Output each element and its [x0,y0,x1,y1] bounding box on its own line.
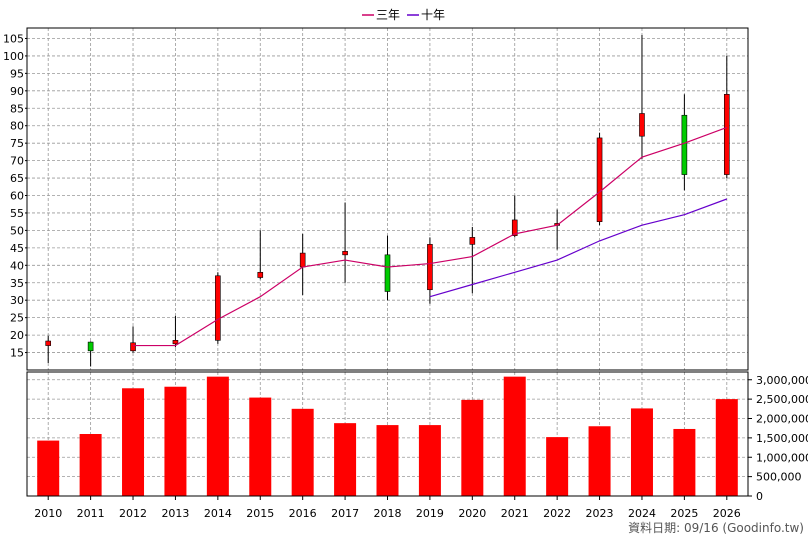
legend-label-ma10: 十年 [421,8,445,22]
volume-bars [37,376,738,496]
volume-bar [376,425,399,496]
candle-body [469,237,476,245]
volume-bar [206,376,229,496]
volume-bar [546,437,569,496]
year-tick-label: 2012 [119,507,147,520]
volume-tick-label: 1,500,000 [756,432,808,445]
axes: 1520253035404550556065707580859095100105… [3,32,808,520]
volume-bar [334,423,357,496]
price-tick-label: 105 [3,32,24,45]
ma10-line [429,198,728,298]
candle-body [172,340,179,345]
price-tick-label: 25 [10,312,24,325]
candles [45,34,730,367]
volume-bar [122,388,145,496]
candle-body [723,94,730,175]
price-tick-label: 55 [10,207,24,220]
year-tick-label: 2017 [331,507,359,520]
candle-body [681,114,688,175]
year-tick-label: 2013 [161,507,189,520]
legend-label-ma3: 三年 [376,8,400,22]
volume-bar [503,376,526,496]
volume-bar [715,399,738,496]
volume-tick-label: 2,000,000 [756,413,808,426]
volume-tick-label: 3,000,000 [756,374,808,387]
volume-bar [418,425,441,496]
price-tick-label: 35 [10,277,24,290]
volume-bar [588,426,611,496]
volume-tick-label: 1,000,000 [756,451,808,464]
year-tick-label: 2018 [374,507,402,520]
volume-bar [630,408,653,496]
moving-average-lines [133,126,728,347]
volume-bar [79,434,102,496]
year-tick-label: 2025 [670,507,698,520]
volume-bar [37,440,60,496]
price-tick-label: 65 [10,172,24,185]
year-tick-label: 2016 [289,507,317,520]
price-tick-label: 70 [10,155,24,168]
year-tick-label: 2011 [77,507,105,520]
candle-body [511,219,518,236]
volume-bar [673,428,696,496]
year-tick-label: 2014 [204,507,232,520]
year-tick-label: 2010 [34,507,62,520]
candle-body [130,342,136,352]
price-panel-frame [26,27,749,371]
price-tick-label: 100 [3,50,24,63]
candle-body [257,271,264,278]
volume-tick-label: 500,000 [756,471,802,484]
price-tick-label: 50 [10,224,24,237]
candle-body [427,244,433,291]
volume-bar [249,397,272,496]
price-tick-label: 45 [10,242,24,255]
legend: 三年 十年 [362,8,445,22]
price-tick-label: 30 [10,294,24,307]
source-label: 資料日期: 09/16 (Goodinfo.tw) [628,521,804,535]
price-tick-label: 15 [10,347,24,360]
year-tick-label: 2021 [501,507,529,520]
candle-body [596,137,603,222]
candle-body [639,113,645,137]
volume-bar [291,408,314,496]
ma3-line [133,126,728,347]
year-tick-label: 2022 [543,507,571,520]
volume-tick-label: 0 [756,490,763,503]
candle-body [45,340,52,346]
candle-body [384,254,391,292]
grid [27,28,748,496]
price-tick-label: 80 [10,120,24,133]
price-tick-label: 20 [10,329,24,342]
price-tick-label: 85 [10,102,24,115]
candle-body [299,252,306,268]
candle-body [342,251,348,256]
candle-body [215,275,221,341]
year-tick-label: 2023 [586,507,614,520]
candle-body [87,341,94,352]
price-tick-label: 40 [10,259,24,272]
price-tick-label: 75 [10,137,24,150]
volume-bar [164,386,187,496]
year-tick-label: 2015 [246,507,274,520]
year-tick-label: 2026 [713,507,741,520]
volume-tick-label: 2,500,000 [756,393,808,406]
year-tick-label: 2019 [416,507,444,520]
year-tick-label: 2020 [458,507,486,520]
year-tick-label: 2024 [628,507,656,520]
price-tick-label: 95 [10,67,24,80]
volume-bar [461,399,484,496]
price-tick-label: 60 [10,190,24,203]
price-tick-label: 90 [10,85,24,98]
